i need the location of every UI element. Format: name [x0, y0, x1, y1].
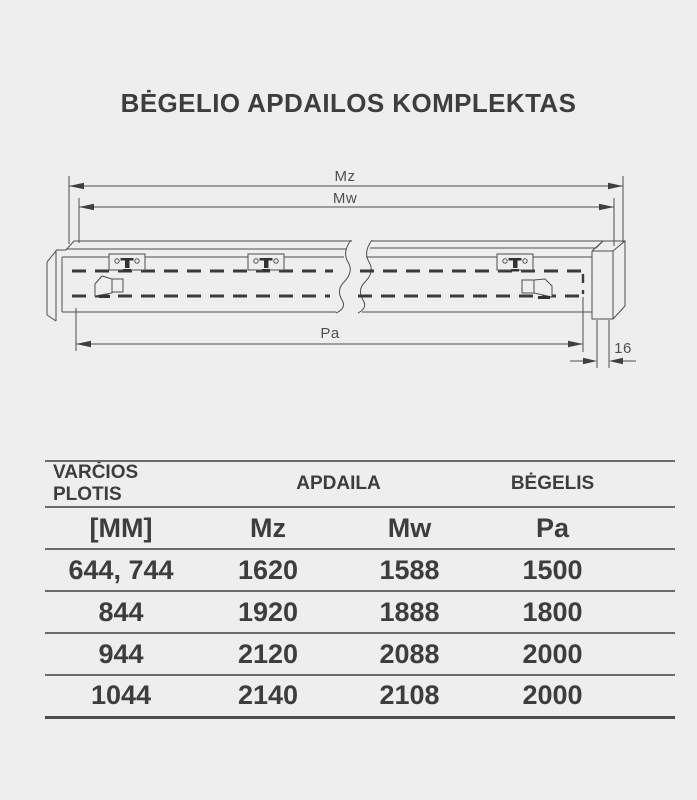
table-row: 944 2120 2088 2000	[45, 632, 676, 675]
mounting-bracket	[108, 253, 146, 272]
pa-label: Pa	[320, 325, 340, 342]
column-pa: Pa	[480, 506, 676, 549]
cell-mw: 1888	[339, 590, 481, 633]
cell-mw: 2108	[339, 674, 481, 719]
cell-mw: 1588	[339, 548, 481, 591]
dimension-mw: Mw	[78, 190, 615, 246]
column-mw: Mw	[339, 506, 481, 549]
cell-mz: 2120	[197, 632, 339, 675]
rail-left-segment	[46, 239, 352, 322]
thickness-label: 16	[614, 340, 632, 357]
column-mz: Mz	[197, 506, 339, 549]
table-column-header-row: [MM] Mz Mw Pa	[45, 506, 676, 549]
cell-width: 1044	[45, 674, 197, 719]
roller-right	[521, 278, 553, 299]
cell-width: 644, 744	[45, 548, 197, 591]
column-mm: [MM]	[45, 506, 197, 549]
cell-mz: 2140	[197, 674, 339, 719]
page-title: BĖGELIO APDAILOS KOMPLEKTAS	[120, 88, 577, 118]
dimension-pa: Pa	[75, 297, 584, 352]
mz-label: Mz	[335, 168, 356, 185]
table-row: 1044 2140 2108 2000	[45, 674, 676, 719]
mw-label: Mw	[333, 190, 357, 207]
cell-width: 844	[45, 590, 197, 633]
cell-pa: 2000	[480, 674, 676, 719]
cell-mw: 2088	[339, 632, 481, 675]
cell-width: 944	[45, 632, 197, 675]
table-group-header-row: VARČIOS PLOTIS APDAILA BĖGELIS	[45, 460, 676, 507]
rail-diagram: Mz Mw	[46, 168, 636, 368]
dashed-guide-lines	[72, 269, 585, 298]
cell-pa: 2000	[480, 632, 676, 675]
table-row: 644, 744 1620 1588 1500	[45, 548, 676, 591]
mounting-bracket	[496, 253, 534, 272]
header-varcios-plotis: VARČIOS PLOTIS	[45, 460, 197, 507]
rail-right-segment	[357, 239, 626, 320]
dimension-16: 16	[570, 320, 636, 368]
cell-mz: 1620	[197, 548, 339, 591]
table-row: 844 1920 1888 1800	[45, 590, 676, 633]
dimension-mz: Mz	[68, 168, 624, 244]
roller-left	[94, 275, 124, 298]
spec-table: VARČIOS PLOTIS APDAILA BĖGELIS [MM] Mz M…	[45, 460, 676, 719]
cell-mz: 1920	[197, 590, 339, 633]
header-begelis: BĖGELIS	[480, 460, 676, 507]
cell-pa: 1800	[480, 590, 676, 633]
header-apdaila: APDAILA	[197, 460, 481, 507]
mounting-bracket	[247, 253, 285, 272]
cell-pa: 1500	[480, 548, 676, 591]
